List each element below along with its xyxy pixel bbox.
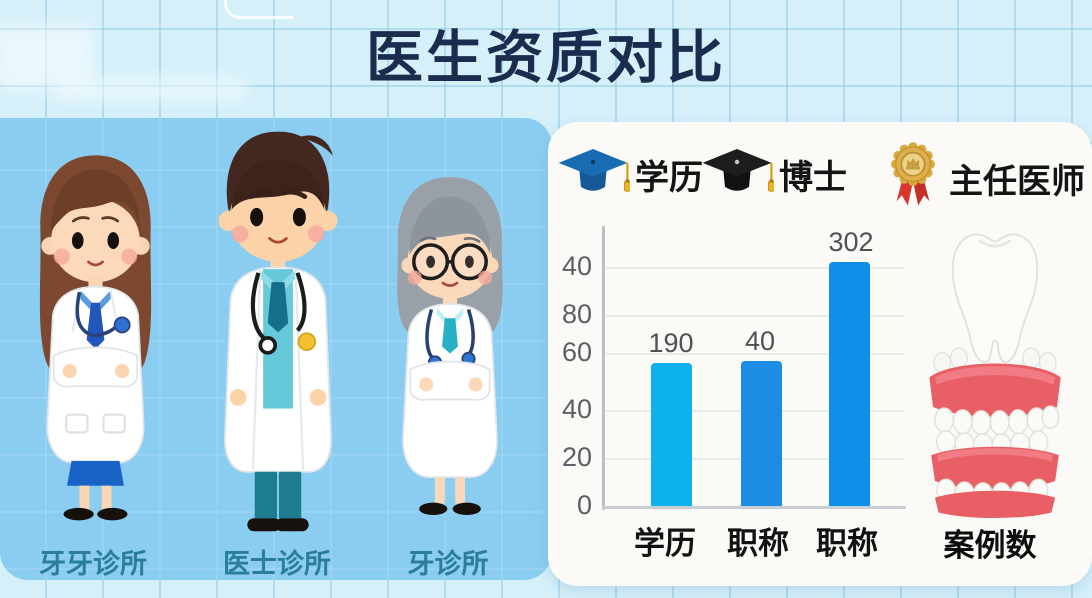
case-count-label: 案例数 bbox=[943, 528, 1037, 563]
doctor-figure-2 bbox=[195, 126, 361, 535]
legend-item-chief-physician: 主任医师 bbox=[882, 138, 1085, 218]
doctor-female-brown-hair-illustration bbox=[39, 155, 151, 521]
gold-medal-icon bbox=[891, 142, 935, 206]
y-tick: 20 bbox=[561, 442, 592, 472]
x-category-label: 职称 bbox=[727, 526, 789, 561]
clinic-name-1: 牙牙诊所 bbox=[39, 549, 147, 579]
clinics-panel: 牙牙诊所 医士诊所 牙诊所 bbox=[0, 118, 552, 580]
page-title: 医生资质对比 bbox=[366, 26, 726, 90]
gridline bbox=[606, 315, 904, 317]
y-tick: 0 bbox=[576, 490, 592, 520]
bar-value-label: 40 bbox=[744, 326, 776, 356]
bar-value-label: 302 bbox=[828, 227, 874, 257]
blurred-watermark-2 bbox=[56, 76, 246, 102]
y-tick: 60 bbox=[561, 337, 592, 367]
chart-y-axis bbox=[602, 226, 605, 510]
tooth-denture-model-illustration bbox=[929, 233, 1061, 518]
doctor-figure-3 bbox=[370, 170, 530, 523]
legend-item-doctorate: 博士 bbox=[700, 146, 847, 202]
graduation-cap-black-icon bbox=[702, 149, 774, 192]
y-tick: 40 bbox=[561, 394, 592, 424]
bar-degree bbox=[651, 363, 692, 506]
doctor-figure-1 bbox=[12, 150, 178, 523]
decorative-corner-line bbox=[224, 0, 293, 19]
y-tick: 80 bbox=[561, 299, 592, 329]
doctor-male-illustration bbox=[218, 131, 338, 532]
legend-label-degree: 学历 bbox=[635, 158, 703, 197]
bar-value-label: 190 bbox=[648, 328, 694, 358]
x-category-label: 学历 bbox=[634, 526, 696, 561]
bar-title-2 bbox=[829, 262, 870, 506]
legend-label-chief-physician: 主任医师 bbox=[949, 162, 1085, 201]
graduation-cap-blue-icon bbox=[558, 149, 630, 192]
tooth-illustration-wrap bbox=[904, 222, 1086, 518]
bar-title-1 bbox=[741, 361, 782, 506]
gridline bbox=[606, 353, 904, 355]
clinic-name-2: 医士诊所 bbox=[223, 549, 331, 579]
clinic-name-3: 牙诊所 bbox=[407, 549, 489, 579]
x-category-label: 职称 bbox=[816, 526, 878, 561]
y-tick: 40 bbox=[561, 251, 592, 281]
chart-x-axis bbox=[602, 506, 906, 509]
legend-item-degree: 学历 bbox=[556, 146, 703, 202]
doctor-female-gray-hair-glasses-illustration bbox=[397, 177, 503, 516]
qualifications-card: 学历 博士 bbox=[548, 122, 1092, 586]
gridline bbox=[606, 267, 904, 269]
legend-label-doctorate: 博士 bbox=[779, 158, 847, 197]
